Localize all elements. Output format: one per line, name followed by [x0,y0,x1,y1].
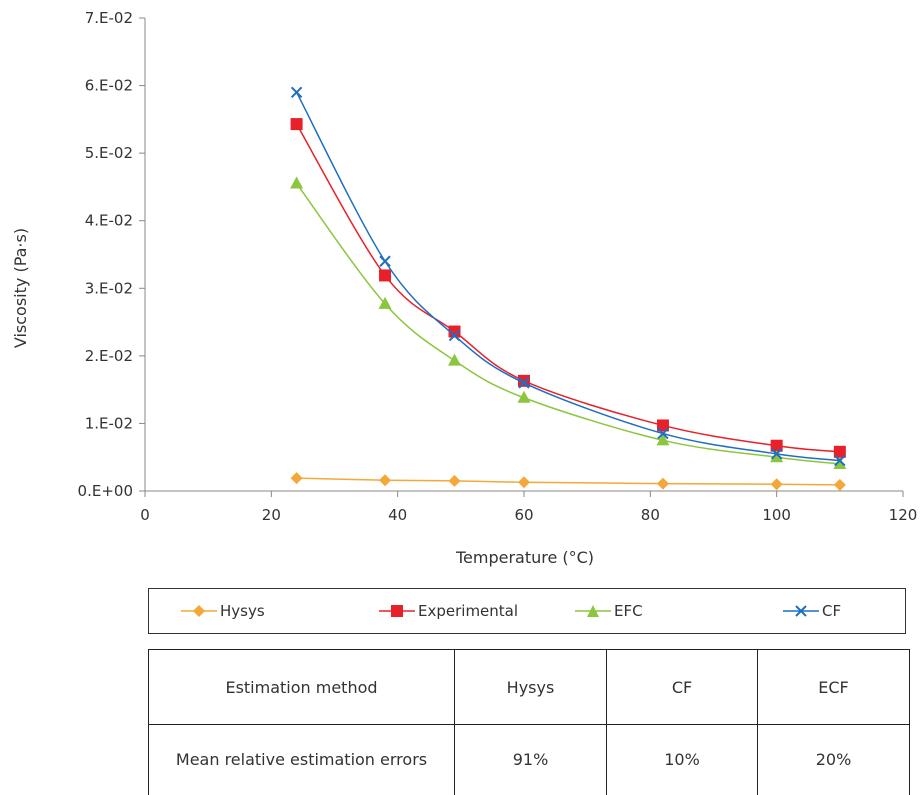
legend-item-experimental: Experimental [379,589,518,633]
experimental-point [833,445,846,458]
x-tick-label: 20 [262,506,281,524]
table-header-hysys: Hysys [454,649,607,725]
legend-label-cf: CF [822,602,842,620]
y-tick-label: 5.E-02 [85,144,133,162]
x-tick-label: 100 [762,506,791,524]
cf-point [770,448,783,460]
hysys-point [448,474,461,487]
y-tick-label: 7.E-02 [85,9,133,27]
series-line-efc [295,183,840,465]
y-tick-label: 3.E-02 [85,279,133,297]
legend-item-cf: CF [783,589,841,633]
efc-point [833,456,847,469]
hysys-point [656,477,669,490]
cf-point [834,454,846,467]
hysys-point [518,476,530,489]
y-axis-title: Viscosity (Pa·s) [11,228,30,348]
table-header-ecf: ECF [757,649,910,725]
y-tick-label: 4.E-02 [85,212,133,230]
legend-marker-experimental [379,605,415,617]
hysys-point [290,472,303,485]
x-axis-title: Temperature (°C) [455,548,594,567]
experimental-point [448,325,461,338]
legend-label-experimental: Experimental [418,602,519,620]
efc-point [448,353,462,366]
table-header-cf: CF [606,649,758,725]
legend-item-efc: EFC [575,589,643,633]
series-layer [290,86,847,491]
experimental-point [656,419,669,432]
efc-point [770,450,784,463]
estimation-error-table: Estimation method Hysys CF ECF Mean rela… [148,649,910,795]
x-tick-label: 120 [889,506,918,524]
series-cf [290,86,846,467]
cf-point [379,255,391,267]
x-tick-label: 80 [641,506,660,524]
experimental-point [379,269,392,282]
experimental-point [290,118,303,131]
experimental-point [770,439,783,452]
table-cell-hysys: 91% [454,724,607,795]
table-row: Mean relative estimation errors 91% 10% … [148,724,910,795]
efc-point [290,176,304,189]
table-header-row: Estimation method Hysys CF ECF [148,649,910,725]
cf-point [657,427,669,440]
x-tick-label: 60 [514,506,533,524]
table-row-label: Mean relative estimation errors [148,724,455,795]
x-tick-label: 40 [388,506,407,524]
y-tick-label: 6.E-02 [85,77,133,95]
legend-label-hysys: Hysys [220,602,265,620]
y-tick-label: 2.E-02 [85,347,133,365]
efc-point [656,433,670,446]
table-header-method: Estimation method [148,649,455,725]
x-axis-ticks: 0 20 40 60 80 100 120 [140,491,917,524]
legend-marker-cf [783,605,819,617]
series-line-experimental [295,123,840,453]
y-axis-ticks: 0.E+00 1.E-02 2.E-02 3.E-02 4.E-02 5.E-02 6.E-… [78,9,145,500]
table-cell-ecf: 20% [757,724,910,795]
cf-point [448,329,461,342]
series-hysys [290,472,846,491]
chart-legend: Hysys Experimental EFC CF [148,588,906,634]
legend-item-hysys: Hysys [181,589,265,633]
viscosity-chart: 0.E+00 1.E-02 2.E-02 3.E-02 4.E-02 5.E-02 6.E-… [11,9,917,567]
cf-point [290,86,303,99]
hysys-point [770,478,783,491]
hysys-point [833,478,846,491]
efc-point [378,296,392,309]
series-line-hysys [296,477,840,486]
cf-point [518,377,530,389]
table-cell-cf: 10% [606,724,758,795]
x-tick-label: 0 [140,506,150,524]
hysys-point [379,474,392,487]
legend-marker-hysys [181,605,217,617]
legend-marker-efc [575,605,611,617]
series-experimental [290,118,846,458]
series-line-cf [295,91,840,462]
legend-label-efc: EFC [614,602,643,620]
y-tick-label: 1.E-02 [85,414,133,432]
efc-point [517,390,531,403]
series-efc [290,176,847,469]
y-tick-label: 0.E+00 [78,482,133,500]
